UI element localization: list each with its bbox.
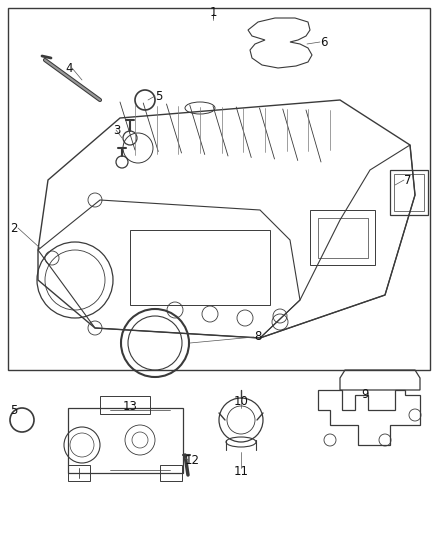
Text: 3: 3 (113, 124, 120, 136)
Bar (68, 408, 183, 473)
Bar (8, 8, 430, 370)
Text: 5: 5 (10, 403, 18, 416)
Text: 8: 8 (254, 330, 261, 343)
Text: 6: 6 (320, 36, 328, 49)
Text: 5: 5 (155, 90, 162, 102)
Bar (318, 218, 368, 258)
Bar (160, 465, 182, 481)
Text: 4: 4 (65, 61, 73, 75)
Bar (68, 465, 90, 481)
Text: 1: 1 (209, 6, 217, 19)
Text: 10: 10 (233, 395, 248, 408)
Bar (394, 174, 424, 211)
Bar (100, 396, 150, 414)
Text: 12: 12 (185, 454, 200, 466)
Bar (390, 170, 428, 215)
Text: 9: 9 (361, 388, 369, 401)
Bar (130, 230, 270, 305)
Bar (310, 210, 375, 265)
Text: 13: 13 (123, 400, 138, 413)
Text: 11: 11 (233, 465, 248, 478)
Text: 7: 7 (404, 174, 411, 187)
Text: 2: 2 (10, 222, 18, 235)
